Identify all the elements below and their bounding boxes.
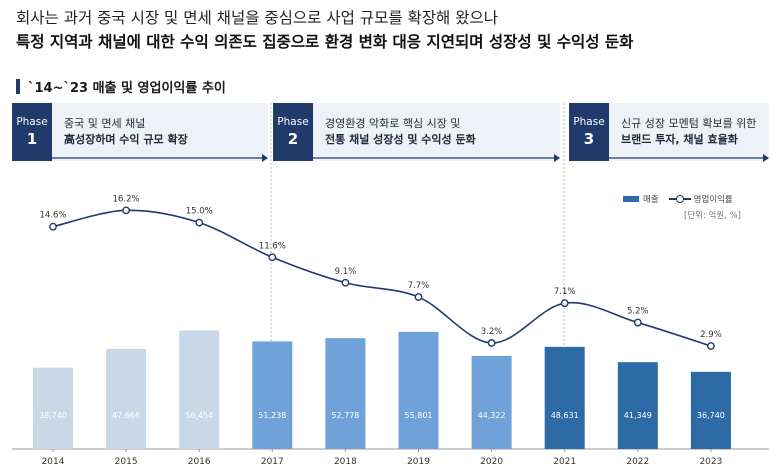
phase-1-line-2: 高성장하며 수익 규모 확장 (64, 133, 188, 146)
bar-2020 (471, 355, 512, 449)
x-tick-label-2015: 2015 (115, 457, 138, 467)
phase-1-box: Phase 1 중국 및 면세 채널 高성장하며 수익 규모 확장 (12, 103, 268, 161)
phase-3-number: 3 (583, 130, 595, 148)
bar-2021 (544, 346, 585, 449)
bar-2015 (106, 348, 147, 449)
phase-2-label: Phase (277, 116, 309, 128)
legend-bar-swatch (623, 196, 639, 202)
margin-point-2018 (341, 278, 350, 287)
section-marker (16, 78, 20, 94)
legend-line-label: 영업이익률 (693, 195, 733, 205)
x-tick-label-2021: 2021 (553, 457, 576, 467)
phase-3-line-2: 브랜드 투자, 채널 효율화 (621, 133, 738, 146)
phase-1-desc: 중국 및 면세 채널 高성장하며 수익 규모 확장 (52, 103, 188, 161)
heading-line-2: 특정 지역과 채널에 대한 수익 의존도 집중으로 환경 변화 대응 지연되며 … (16, 33, 634, 51)
margin-label-2016: 15.0% (186, 207, 213, 217)
phase-3-line-1: 신규 성장 모멘텀 확보를 위한 (621, 117, 757, 130)
margin-point-2021 (560, 299, 569, 308)
margin-label-2014: 14.6% (39, 211, 66, 221)
bar-2014 (33, 367, 73, 449)
margin-line (52, 209, 712, 347)
margin-point-2015 (122, 206, 131, 215)
phase-2-line-1: 경영환경 악화로 핵심 시장 및 (325, 117, 461, 130)
phase-2-desc: 경영환경 악화로 핵심 시장 및 전통 채널 성장성 및 수익성 둔화 (313, 103, 476, 161)
margin-point-2019 (414, 293, 423, 301)
bar-2016 (179, 330, 220, 449)
phase-3-tag: Phase 3 (569, 103, 609, 161)
margin-point-2016 (195, 218, 204, 227)
section-title: `14~`23 매출 및 영업이익률 추이 (16, 78, 226, 96)
bar-2022 (617, 362, 658, 449)
bar-2019 (398, 331, 439, 449)
margin-label-2022: 5.2% (627, 307, 649, 317)
phase-1-number: 1 (26, 130, 38, 148)
x-tick-label-2019: 2019 (407, 457, 430, 467)
phase-3-arrowhead (763, 154, 769, 162)
phase-3-box: Phase 3 신규 성장 모멘텀 확보를 위한 브랜드 투자, 채널 효율화 (569, 103, 769, 161)
phase-3-label: Phase (573, 116, 605, 128)
x-tick-label-2020: 2020 (480, 457, 503, 467)
bar-label-2022: 41,349 (624, 411, 652, 420)
bar-2017 (252, 341, 293, 449)
phase-1-label: Phase (16, 116, 48, 128)
x-tick-label-2017: 2017 (261, 457, 284, 467)
margin-label-2023: 2.9% (700, 330, 722, 340)
margin-label-2015: 16.2% (113, 194, 140, 204)
bar-label-2023: 36,740 (697, 411, 725, 420)
margin-point-2020 (487, 339, 496, 347)
page-heading: 회사는 과거 중국 시장 및 면세 채널을 중심으로 사업 규모를 확장해 왔으… (16, 6, 761, 54)
x-tick-label-2018: 2018 (334, 457, 357, 467)
margin-label-2020: 3.2% (481, 327, 503, 337)
phase-2-number: 2 (287, 130, 299, 148)
margin-label-2019: 7.7% (408, 281, 430, 291)
margin-label-2018: 9.1% (335, 267, 357, 277)
margin-point-2023 (707, 342, 715, 350)
x-tick-label-2016: 2016 (188, 457, 211, 467)
margin-label-2021: 7.1% (554, 287, 576, 297)
x-tick-label-2014: 2014 (42, 457, 65, 467)
bar-label-2020: 44,322 (478, 411, 506, 420)
x-tick-label-2022: 2022 (626, 457, 649, 467)
bar-label-2014: 38,740 (39, 411, 67, 420)
section-title-text: `14~`23 매출 및 영업이익률 추이 (28, 80, 226, 96)
bar-label-2018: 52,778 (331, 411, 359, 420)
phase-2-tag: Phase 2 (273, 103, 313, 161)
phase-2-box: Phase 2 경영환경 악화로 핵심 시장 및 전통 채널 성장성 및 수익성… (273, 103, 560, 161)
x-tick-label-2023: 2023 (699, 457, 722, 467)
bar-2018 (325, 338, 366, 449)
bar-label-2019: 55,801 (405, 411, 433, 420)
phase-1-line-1: 중국 및 면세 채널 (64, 117, 146, 130)
margin-label-2017: 11.6% (259, 241, 286, 251)
legend-line-swatch (668, 195, 691, 203)
phase-3-desc: 신규 성장 모멘텀 확보를 위한 브랜드 투자, 채널 효율화 (609, 103, 756, 161)
margin-point-2022 (633, 318, 642, 327)
legend-bar-label: 매출 (643, 195, 659, 205)
margin-point-2014 (49, 222, 57, 231)
margin-point-2017 (268, 253, 277, 262)
heading-line-1: 회사는 과거 중국 시장 및 면세 채널을 중심으로 사업 규모를 확장해 왔으… (16, 9, 498, 27)
bar-label-2016: 56,454 (185, 411, 213, 420)
bar-2023 (690, 371, 731, 449)
bar-label-2017: 51,238 (258, 411, 286, 420)
chart-legend: 매출 영업이익률 (623, 193, 733, 205)
phase-1-tag: Phase 1 (12, 103, 52, 161)
unit-label: [단위: 억원, %] (684, 211, 741, 221)
phase-2-arrowhead (554, 154, 560, 162)
phase-1-arrowhead (262, 154, 268, 162)
bar-label-2015: 47,666 (112, 411, 140, 420)
bar-label-2021: 48,631 (551, 411, 579, 420)
phase-2-line-2: 전통 채널 성장성 및 수익성 둔화 (325, 133, 476, 146)
